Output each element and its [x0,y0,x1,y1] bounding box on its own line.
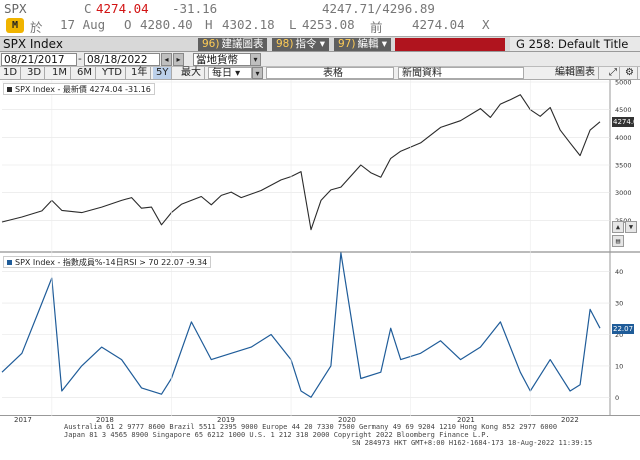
date-range-bar: 08/21/2017 - 08/18/2022 ◂ ▸ 當地貨幣 ▾ [0,52,640,67]
year-label: 2020 [338,416,356,424]
bloomberg-logo-icon: M [6,18,24,33]
price-legend: SPX Index - 最新價 4274.04 -31.16 [3,83,155,95]
command-field[interactable] [395,38,505,51]
chevron-right-icon[interactable]: ▸ [173,53,184,66]
panel-up-icon[interactable]: ▲ [612,221,624,233]
security-name[interactable]: SPX Index [3,37,63,51]
year-label: 2019 [217,416,235,424]
period-max[interactable]: 最大 [178,67,205,79]
rsi-y-tick-label: 0 [615,394,619,402]
chevron-left-icon[interactable]: ◂ [161,53,172,66]
rsi-series-line [1,252,601,398]
button-label: 指令 ▾ [295,38,326,50]
news-field[interactable]: 新聞資料 [398,67,524,79]
period-1y[interactable]: 1年 [128,67,152,79]
low-price: 4253.08 [302,17,355,32]
last-flag: C [84,1,92,16]
edit-chart-button[interactable]: 編輯圖表 [552,67,599,79]
panel-split-icon[interactable]: ▤ [612,235,624,247]
price-last-value-tag: 4274.04 [612,117,640,127]
high-price: 4302.18 [222,17,275,32]
button-number: 98) [276,38,294,50]
rsi-y-tick-label: 20 [615,331,623,339]
chart-template-title[interactable]: G 258: Default Title [510,37,640,51]
low-flag: L [289,17,297,32]
close-quote-icon[interactable]: X [482,17,490,32]
prev-price: 4274.04 [412,17,465,32]
year-label: 2017 [14,416,32,424]
period-toolbar: 1D 3D 1M 6M YTD 1年 5Y 最大 每日 ▾ ▾ 表格 新聞資料 … [0,67,640,80]
price-series-line [1,94,601,231]
year-label: 2018 [96,416,114,424]
footer-contact-line: Australia 61 2 9777 8600 Brazil 5511 239… [64,423,558,431]
period-1d[interactable]: 1D [0,67,22,79]
footer-session-line: SN 284973 HKT GMT+8:00 H162-1684-173 18-… [352,439,593,447]
rsi-y-tick-label: 40 [615,268,623,276]
open-flag: O [124,17,132,32]
last-price: 4274.04 [96,1,149,16]
frequency-select[interactable]: 每日 ▾ [208,67,252,79]
price-y-tick-label: 3500 [615,162,632,170]
button-label: 建議圖表 [221,38,264,50]
rsi-y-tick-label: 30 [615,300,623,308]
price-y-tick-label: 4500 [615,106,632,114]
period-6m[interactable]: 6M [74,67,96,79]
button-label: 編輯 ▾ [357,38,388,50]
legend-swatch [7,260,12,265]
chevron-down-icon[interactable]: ▾ [250,53,261,66]
price-legend-text: SPX Index - 最新價 4274.04 -31.16 [15,85,151,94]
quote-header: SPX C 4274.04 -31.16 4247.71/4296.89 M 於… [0,0,640,36]
period-5y[interactable]: 5Y [153,67,173,79]
rsi-legend-text: SPX Index - 指數成員%-14日RSI > 70 22.07 -9.3… [15,258,208,267]
date-flag: 於 [30,20,43,35]
year-label: 2022 [561,416,579,424]
chart-area: 2500 3000 3500 4000 4500 5000 0 10 20 30 40 SPX In… [0,79,640,416]
rsi-legend: SPX Index - 指數成員%-14日RSI > 70 22.07 -9.3… [3,256,212,268]
year-label: 2021 [457,416,475,424]
expand-icon[interactable]: ⤢ [606,67,620,79]
range-high: 4247.71/4296.89 [322,1,435,16]
rsi-y-tick-label: 10 [615,362,623,370]
chart-canvas[interactable]: 2500 3000 3500 4000 4500 5000 0 10 20 30 40 [0,79,640,416]
chevron-down-icon[interactable]: ▾ [252,67,263,79]
panel-down-icon[interactable]: ▼ [625,221,637,233]
open-price: 4280.40 [140,17,193,32]
net-change: -31.16 [172,1,218,16]
start-date-input[interactable]: 08/21/2017 [1,53,77,66]
commands-button[interactable]: 98) 指令 ▾ [272,38,330,51]
currency-select[interactable]: 當地貨幣 [193,53,251,66]
date-separator: - [78,53,82,65]
rsi-last-value-tag: 22.07 [612,324,634,334]
ticker: SPX [4,1,27,16]
footer: 2017 2018 2019 2020 2021 2022 Australia … [0,416,640,460]
button-number: 97) [338,38,356,50]
edit-button[interactable]: 97) 編輯 ▾ [334,38,392,51]
prev-flag: 前 [370,20,383,35]
price-y-tick-label: 2500 [615,217,632,225]
period-ytd[interactable]: YTD [99,67,126,79]
price-y-tick-label: 5000 [615,80,632,87]
suggested-charts-button[interactable]: 96) 建議圖表 [198,38,268,51]
period-1m[interactable]: 1M [49,67,71,79]
legend-swatch [7,87,12,92]
end-date-input[interactable]: 08/18/2022 [84,53,160,66]
button-number: 96) [202,38,220,50]
price-y-tick-label: 3000 [615,189,632,197]
table-button[interactable]: 表格 [266,67,394,79]
gear-icon[interactable]: ⚙ [622,67,638,79]
price-y-tick-label: 4000 [615,134,632,142]
title-bar: SPX Index 96) 建議圖表 98) 指令 ▾ 97) 編輯 ▾ G 258:… [0,36,640,52]
high-flag: H [205,17,213,32]
quote-date: 17 Aug [60,17,106,32]
footer-copyright-line: Japan 81 3 4565 8900 Singapore 65 6212 1… [64,431,490,439]
period-3d[interactable]: 3D [24,67,46,79]
